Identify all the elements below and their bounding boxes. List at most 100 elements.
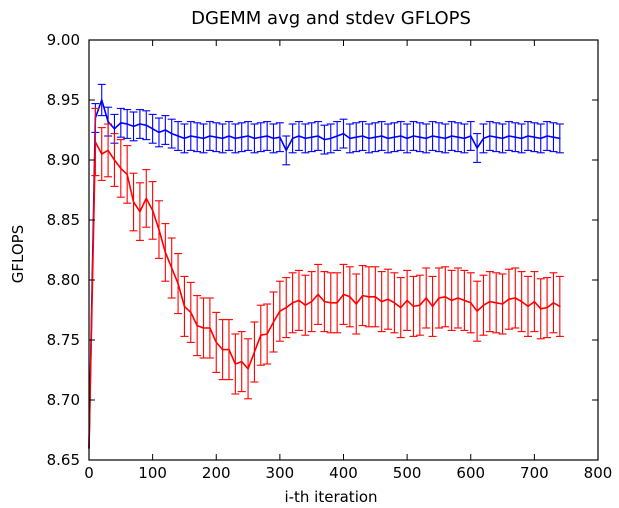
y-tick-label: 8.80 bbox=[47, 271, 80, 289]
data-point bbox=[247, 135, 249, 137]
data-point bbox=[482, 304, 485, 306]
series-1 bbox=[88, 83, 564, 449]
data-point bbox=[463, 299, 466, 302]
data-point bbox=[139, 123, 141, 125]
data-point bbox=[336, 302, 338, 304]
data-point bbox=[361, 135, 364, 137]
data-point bbox=[546, 135, 548, 137]
data-point bbox=[559, 137, 561, 140]
data-point bbox=[202, 137, 205, 140]
data-point bbox=[209, 327, 211, 329]
data-point bbox=[241, 136, 243, 138]
data-point bbox=[540, 308, 542, 310]
series-layer bbox=[88, 83, 564, 449]
data-point bbox=[412, 135, 415, 137]
data-point bbox=[228, 348, 230, 351]
data-point bbox=[120, 167, 122, 170]
y-tick-label: 8.75 bbox=[47, 331, 80, 349]
data-point bbox=[145, 124, 147, 126]
data-point bbox=[463, 137, 466, 140]
data-point bbox=[336, 135, 338, 137]
data-point bbox=[400, 135, 402, 137]
data-point bbox=[177, 282, 179, 285]
data-point bbox=[266, 333, 268, 335]
data-point bbox=[101, 99, 103, 101]
x-tick-label: 200 bbox=[202, 464, 231, 482]
data-point bbox=[177, 135, 179, 137]
data-point bbox=[158, 228, 160, 231]
data-point bbox=[482, 137, 485, 140]
data-point bbox=[374, 296, 377, 298]
data-point bbox=[470, 302, 472, 304]
data-point bbox=[260, 136, 262, 138]
data-point bbox=[126, 123, 128, 125]
data-point bbox=[540, 137, 542, 140]
data-point bbox=[374, 136, 377, 138]
data-point bbox=[406, 137, 408, 140]
data-point bbox=[546, 306, 548, 309]
data-point bbox=[196, 324, 198, 327]
data-point bbox=[126, 173, 128, 176]
data-point bbox=[444, 137, 446, 140]
data-point bbox=[202, 327, 205, 329]
data-point bbox=[355, 136, 357, 138]
data-point bbox=[527, 135, 529, 137]
y-tick-label: 9.00 bbox=[47, 31, 80, 49]
data-point bbox=[431, 305, 434, 308]
data-point bbox=[438, 136, 440, 138]
data-point bbox=[221, 348, 224, 351]
data-point bbox=[158, 131, 160, 134]
data-point bbox=[380, 135, 383, 137]
data-point bbox=[253, 351, 256, 353]
data-point bbox=[457, 297, 459, 299]
data-point bbox=[107, 120, 109, 123]
data-point bbox=[495, 302, 497, 304]
data-point bbox=[368, 137, 370, 140]
y-tick-label: 8.90 bbox=[47, 151, 80, 169]
data-point bbox=[317, 293, 319, 296]
x-tick-label: 800 bbox=[584, 464, 613, 482]
y-axis-label: GFLOPS bbox=[9, 225, 27, 283]
data-point bbox=[113, 128, 116, 130]
x-tick-label: 600 bbox=[456, 464, 485, 482]
data-point bbox=[151, 209, 154, 212]
data-point bbox=[291, 137, 294, 140]
data-point bbox=[272, 137, 275, 140]
data-point bbox=[450, 135, 453, 137]
data-point bbox=[368, 296, 370, 298]
data-point bbox=[380, 300, 383, 303]
data-point bbox=[132, 201, 135, 203]
data-point bbox=[164, 129, 167, 131]
data-point bbox=[196, 136, 198, 138]
data-point bbox=[450, 299, 453, 302]
tick-layer: 0 100 200 300 400 500 600 700 800 8.65 8.70 8.75 8.8… bbox=[47, 31, 613, 482]
data-point bbox=[508, 135, 510, 137]
x-axis-label: i-th iteration bbox=[284, 488, 377, 506]
data-point bbox=[412, 305, 415, 308]
data-point bbox=[501, 303, 504, 305]
data-point bbox=[489, 135, 491, 137]
data-point bbox=[342, 293, 345, 296]
data-point bbox=[304, 137, 307, 140]
chart-title: DGEMM avg and stdev GFLOPS bbox=[191, 8, 471, 29]
data-point bbox=[101, 153, 103, 155]
data-point bbox=[247, 368, 249, 370]
data-point bbox=[323, 138, 326, 141]
data-point bbox=[342, 132, 345, 135]
data-point bbox=[164, 251, 167, 254]
data-point bbox=[559, 305, 561, 308]
data-point bbox=[419, 304, 421, 306]
data-point bbox=[508, 298, 510, 300]
data-point bbox=[171, 267, 173, 269]
data-point bbox=[495, 136, 497, 138]
data-point bbox=[291, 302, 294, 304]
data-point bbox=[457, 136, 459, 138]
data-point bbox=[234, 137, 237, 140]
data-point bbox=[183, 137, 186, 140]
data-point bbox=[317, 135, 319, 137]
data-point bbox=[400, 306, 402, 309]
data-point bbox=[215, 136, 217, 138]
data-point bbox=[279, 136, 281, 138]
data-point bbox=[310, 136, 313, 138]
y-tick-label: 8.70 bbox=[47, 391, 80, 409]
